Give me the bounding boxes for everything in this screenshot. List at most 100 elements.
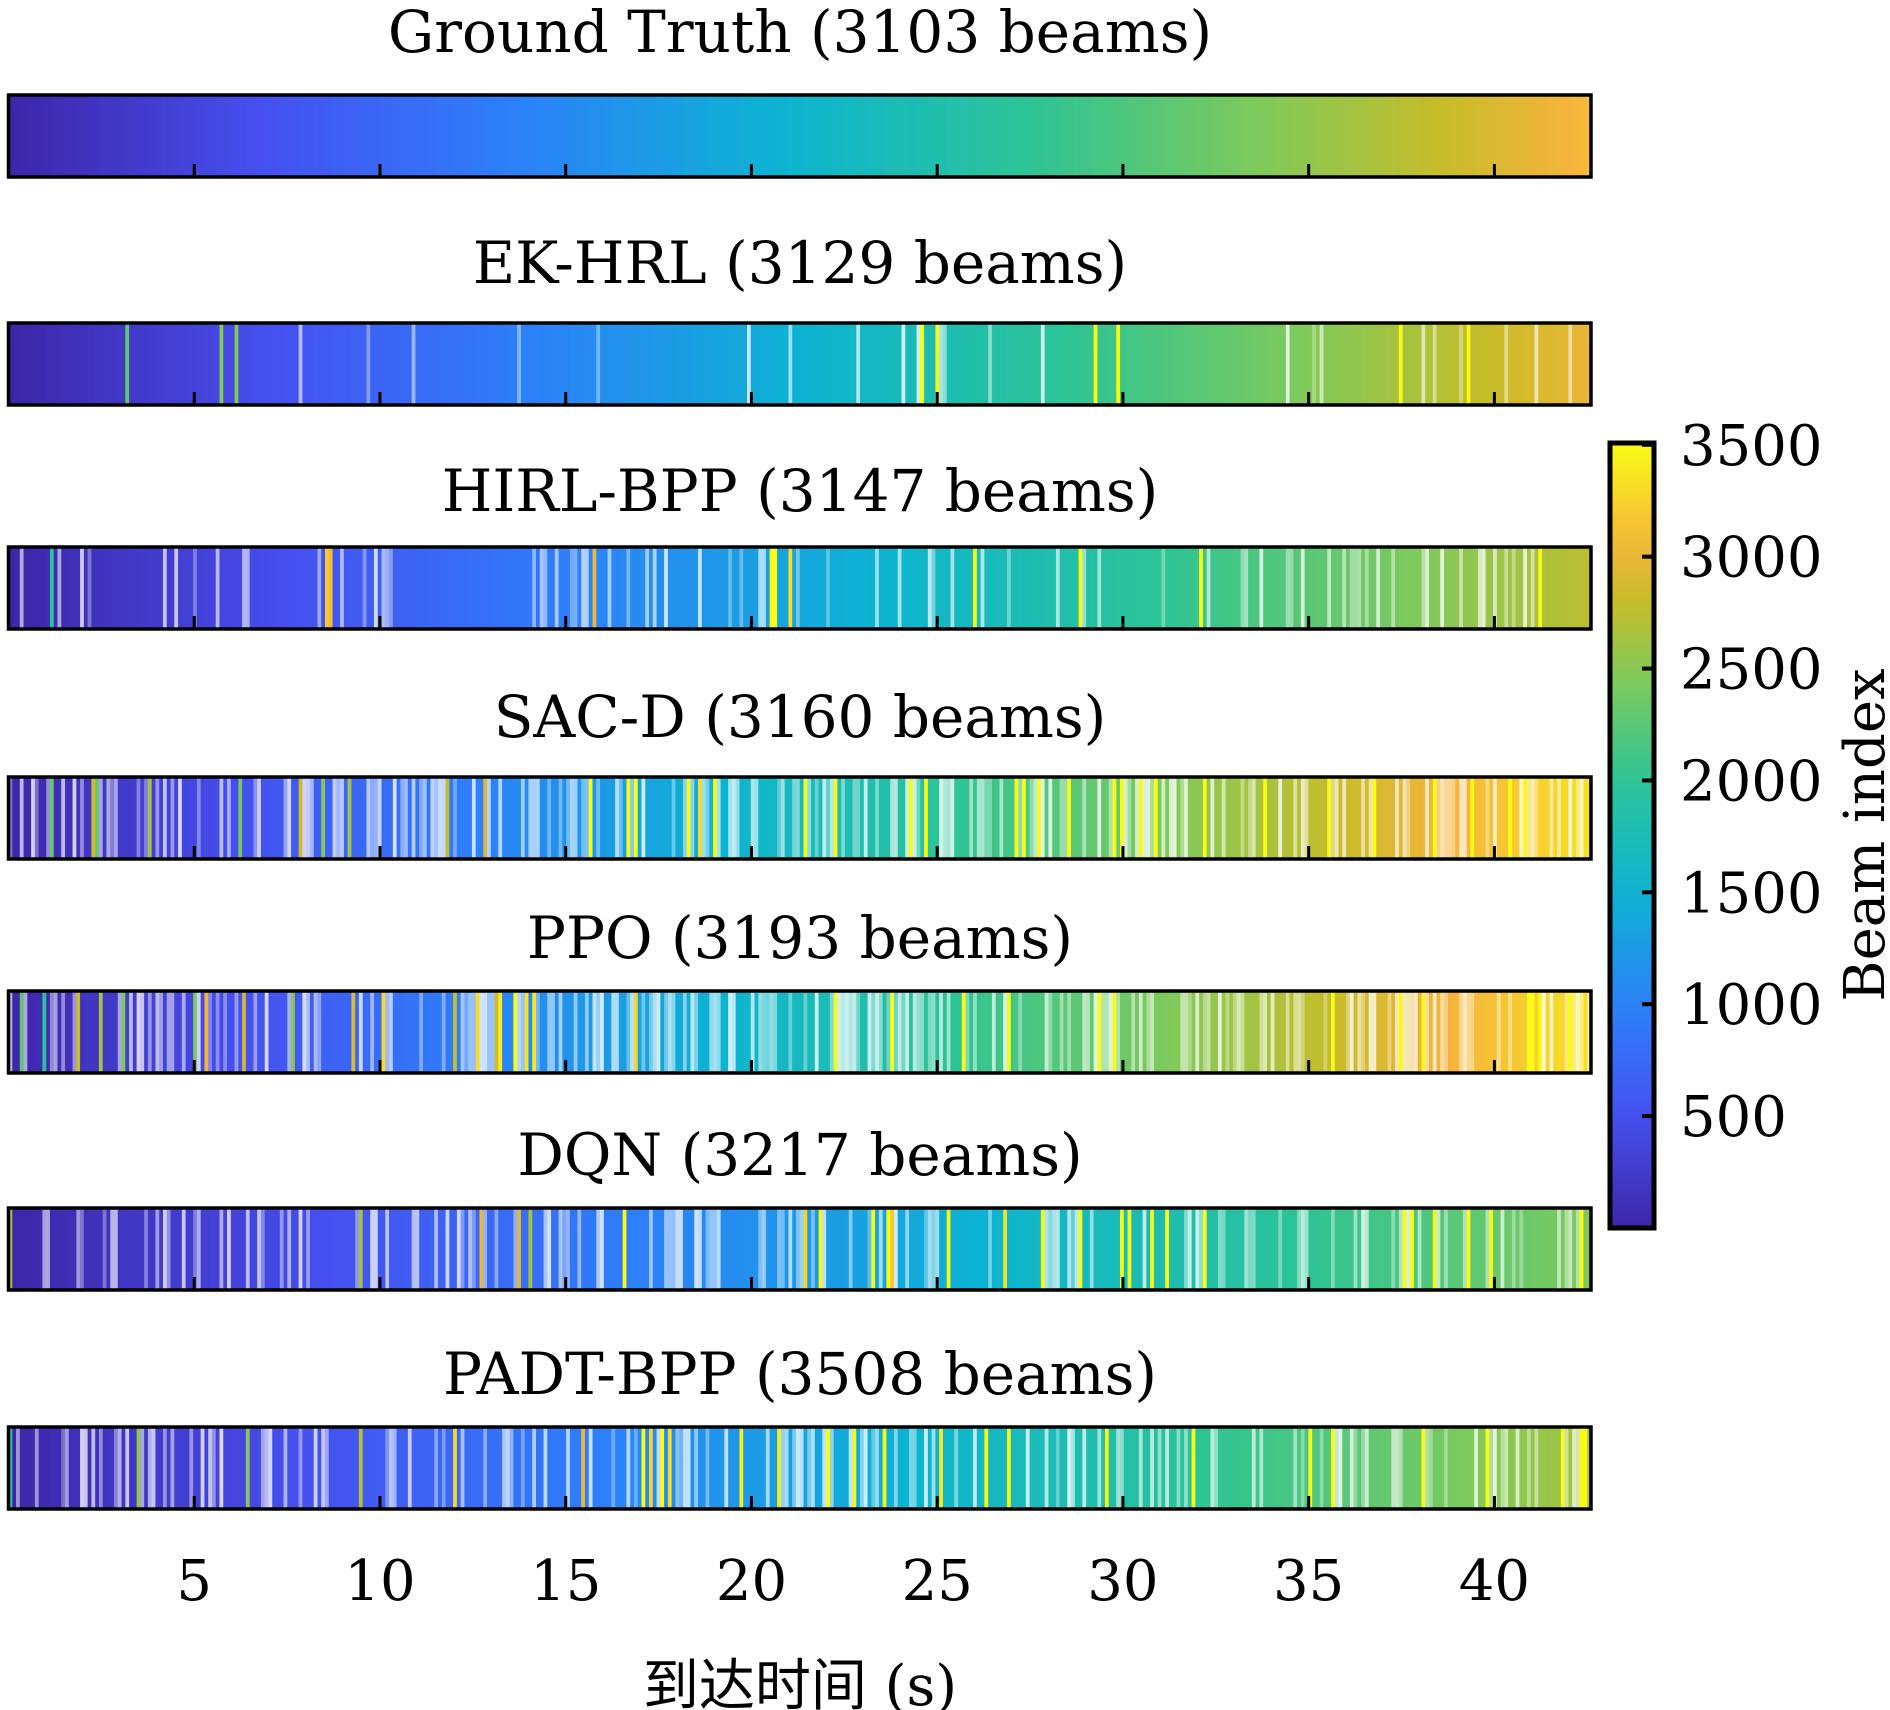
stripe <box>1082 777 1087 859</box>
stripe <box>788 991 793 1073</box>
stripe <box>140 323 145 405</box>
stripe <box>1508 1208 1513 1290</box>
stripe <box>811 95 819 177</box>
stripe <box>615 323 620 405</box>
stripe <box>57 95 64 177</box>
stripe <box>973 547 978 629</box>
stripe <box>1282 1427 1287 1509</box>
stripe <box>1236 1208 1242 1290</box>
stripe <box>351 547 356 629</box>
stripe <box>1006 1427 1012 1509</box>
stripe <box>434 95 442 177</box>
stripe <box>23 1427 28 1509</box>
stripe <box>1493 777 1498 859</box>
stripe <box>1549 547 1554 629</box>
stripe <box>1466 1208 1472 1290</box>
stripe <box>1553 1427 1558 1509</box>
stripe <box>916 1427 921 1509</box>
stripe <box>1150 1427 1155 1509</box>
stripe <box>743 777 748 859</box>
stripe <box>822 991 827 1073</box>
stripe <box>912 547 918 629</box>
stripe <box>136 547 141 629</box>
stripe <box>1055 777 1061 859</box>
stripe <box>1236 777 1242 859</box>
stripe <box>80 323 85 405</box>
stripe <box>121 777 126 859</box>
stripe <box>1293 1427 1298 1509</box>
stripe <box>110 547 115 629</box>
stripe <box>1251 1208 1257 1290</box>
stripe <box>80 1208 85 1290</box>
stripe <box>905 777 910 859</box>
stripe <box>174 1427 179 1509</box>
stripe <box>1420 95 1428 177</box>
stripe <box>1323 323 1328 405</box>
stripe <box>554 991 560 1073</box>
stripe <box>675 1427 680 1509</box>
stripe <box>787 95 795 177</box>
stripe <box>1274 95 1282 177</box>
stripe <box>592 323 597 405</box>
stripe <box>200 1427 206 1509</box>
stripe <box>1511 777 1517 859</box>
stripe <box>1293 991 1298 1073</box>
stripe <box>1504 777 1509 859</box>
stripe <box>340 1208 345 1290</box>
stripe <box>1560 1208 1566 1290</box>
stripe <box>645 1427 650 1509</box>
stripe <box>891 95 898 177</box>
stripe <box>517 1208 522 1290</box>
stripe <box>1018 1208 1023 1290</box>
stripe <box>924 323 929 405</box>
stripe <box>1048 1208 1053 1290</box>
stripe <box>1217 777 1223 859</box>
stripe <box>1338 1427 1343 1509</box>
stripe <box>385 1427 390 1509</box>
stripe <box>1040 777 1046 859</box>
stripe <box>1523 1427 1528 1509</box>
stripe <box>490 1427 496 1509</box>
stripe <box>713 777 718 859</box>
stripe <box>848 547 854 629</box>
stripe <box>728 1427 733 1509</box>
stripe <box>1037 1208 1042 1290</box>
stripe <box>1300 323 1306 405</box>
stripe <box>317 777 322 859</box>
stripe <box>438 1427 443 1509</box>
stripe <box>227 777 232 859</box>
stripe <box>1319 547 1325 629</box>
stripe <box>396 547 401 629</box>
stripe <box>430 777 435 859</box>
stripe <box>1221 991 1227 1073</box>
stripe <box>260 323 266 405</box>
stripe <box>389 991 394 1073</box>
stripe <box>826 547 831 629</box>
stripe <box>630 547 635 629</box>
stripe <box>617 95 624 177</box>
stripe <box>675 1208 680 1290</box>
stripe <box>792 1208 797 1290</box>
stripe <box>1078 1208 1083 1290</box>
stripe <box>694 1427 699 1509</box>
stripe <box>664 323 669 405</box>
stripe <box>788 1427 793 1509</box>
stripe <box>125 777 130 859</box>
stripe <box>302 1208 307 1290</box>
stripe <box>1055 323 1061 405</box>
stripe <box>1361 547 1366 629</box>
stripe <box>362 1208 368 1290</box>
stripe <box>1300 991 1306 1073</box>
stripe <box>1534 547 1539 629</box>
stripe <box>1184 1427 1189 1509</box>
stripe <box>811 777 816 859</box>
stripe <box>1097 1208 1102 1290</box>
stripe <box>731 1208 737 1290</box>
stripe <box>822 1208 827 1290</box>
stripe <box>1169 323 1174 405</box>
stripe <box>276 1427 281 1509</box>
stripe <box>939 323 944 405</box>
stripe <box>600 1208 605 1290</box>
stripe <box>27 1208 32 1290</box>
stripe <box>897 1208 903 1290</box>
